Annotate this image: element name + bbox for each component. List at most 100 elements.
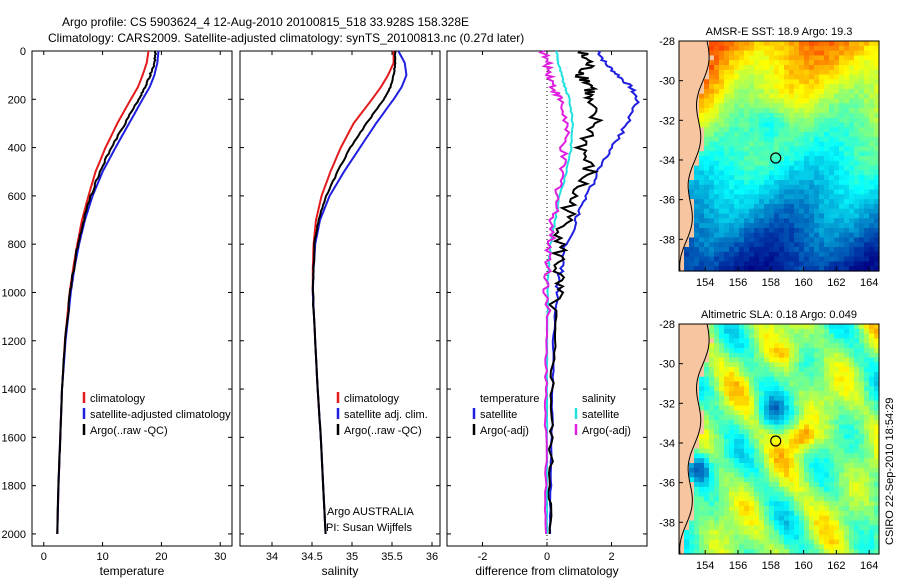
map-cell — [839, 477, 845, 483]
map-cell — [834, 434, 840, 440]
map-cell — [854, 170, 860, 176]
map-cell — [749, 391, 755, 397]
map-cell — [789, 515, 795, 522]
map-cell — [769, 199, 775, 205]
map-cell — [719, 117, 725, 124]
map-cell — [854, 463, 860, 469]
y-tick-label: 200 — [8, 94, 26, 106]
map-cell — [859, 525, 865, 531]
map-cell — [769, 486, 775, 493]
map-cell — [874, 41, 880, 47]
map-cell — [724, 486, 730, 493]
map-cell — [804, 405, 810, 411]
map-cell — [804, 251, 810, 258]
map-cell — [844, 549, 850, 555]
map-cell — [784, 146, 790, 152]
map-cell — [844, 534, 850, 541]
map-cell — [719, 84, 725, 90]
map-cell — [799, 132, 805, 138]
map-cell — [834, 515, 840, 522]
map-cell — [789, 50, 795, 56]
map-cell — [719, 525, 725, 531]
map-cell — [734, 429, 740, 435]
map-cell — [824, 458, 830, 464]
map-cell — [804, 189, 810, 195]
map-cell — [799, 348, 805, 354]
map-cell — [714, 371, 720, 378]
map-cell — [699, 410, 705, 416]
map-cell — [749, 127, 755, 133]
map-cell — [699, 108, 705, 114]
map-cell — [744, 443, 750, 450]
map-cell — [724, 141, 730, 147]
map-cell — [869, 156, 875, 162]
map-cell — [754, 415, 760, 421]
map-cell — [774, 338, 780, 344]
map-cell — [719, 122, 725, 128]
map-cell — [684, 395, 690, 402]
map-cell — [809, 194, 815, 200]
map-cell — [759, 415, 765, 421]
map-cell — [724, 122, 730, 128]
map-cell — [734, 132, 740, 138]
map-cell — [859, 477, 865, 483]
map-cell — [869, 184, 875, 191]
map-cell — [839, 515, 845, 522]
map-cell — [729, 261, 735, 267]
map-cell — [689, 199, 695, 205]
map-cell — [799, 525, 805, 531]
map-cell — [689, 170, 695, 176]
map-cell — [764, 256, 770, 262]
map-cell — [789, 324, 795, 330]
map-cell — [849, 525, 855, 531]
map-cell — [704, 439, 710, 445]
map-cell — [854, 175, 860, 181]
map-cell — [824, 60, 830, 66]
map-cell — [684, 324, 690, 330]
map-cell — [804, 324, 810, 330]
map-cell — [774, 458, 780, 464]
map-cell — [689, 160, 695, 167]
map-cell — [854, 439, 860, 445]
map-cell — [854, 530, 860, 536]
map-cell — [819, 544, 825, 550]
map-cell — [684, 88, 690, 95]
map-cell — [844, 448, 850, 454]
map-cell — [819, 506, 825, 512]
map-cell — [714, 146, 720, 152]
map-cell — [779, 194, 785, 200]
map-cell — [699, 203, 705, 210]
map-cell — [834, 79, 840, 85]
map-cell — [844, 165, 850, 171]
map-cell — [729, 381, 735, 387]
x-tick-label: 0 — [41, 551, 47, 563]
map-cell — [839, 496, 845, 502]
map-cell — [814, 506, 820, 512]
map-cell — [719, 434, 725, 440]
map-cell — [799, 352, 805, 359]
map-cell — [749, 386, 755, 392]
map-cell — [869, 439, 875, 445]
map-cell — [744, 156, 750, 162]
map-cell — [724, 467, 730, 474]
map-cell — [799, 472, 805, 478]
map-cell — [839, 180, 845, 186]
map-cell — [799, 223, 805, 229]
map-cell — [694, 194, 700, 200]
map-cell — [814, 251, 820, 258]
map-cell — [829, 55, 835, 61]
map-cell — [734, 203, 740, 210]
map-cell — [744, 160, 750, 167]
map-cell — [784, 486, 790, 493]
map-cell — [829, 343, 835, 349]
map-cell — [719, 213, 725, 219]
map-cell — [829, 69, 835, 76]
map-cell — [839, 60, 845, 66]
map-cell — [739, 247, 745, 253]
map-cell — [699, 55, 705, 61]
map-cell — [689, 232, 695, 239]
map-cell — [779, 132, 785, 138]
map-cell — [679, 328, 685, 335]
map-cell — [799, 151, 805, 157]
map-cell — [824, 386, 830, 392]
